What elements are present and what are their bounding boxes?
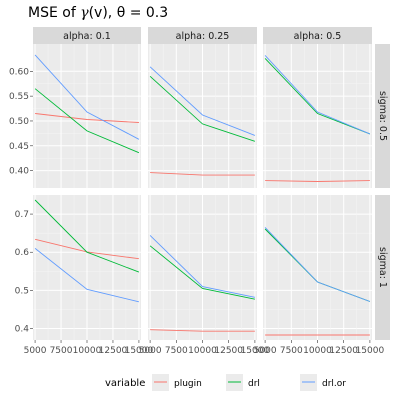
y-tick-label: 0.60: [9, 67, 29, 77]
y-tick-label: 0.5: [15, 286, 29, 296]
y-tick-label: 0.6: [15, 248, 30, 258]
x-tick-label: 12500: [329, 346, 358, 356]
facet-panel: [33, 195, 141, 340]
x-tick-label: 15000: [356, 346, 385, 356]
series-line-drl-or: [34, 54, 140, 140]
facet-panel: [33, 44, 141, 188]
x-tick-label: 7500: [280, 346, 303, 356]
facet-panel: [148, 195, 257, 340]
chart-title: MSE of γ(v), θ = 0.3: [28, 5, 168, 21]
series-line-plugin: [265, 180, 370, 182]
column-strip-label: alpha: 0.25: [176, 31, 230, 42]
x-tick-label: 15000: [125, 346, 154, 356]
series-line-drl-or: [264, 55, 371, 135]
column-strip: [33, 27, 141, 44]
series-line-drl: [34, 199, 140, 273]
y-tick-label: 0.4: [15, 325, 30, 335]
series-line-drl: [34, 88, 140, 154]
series-line-drl: [264, 58, 371, 135]
x-tick-label: 12500: [99, 346, 128, 356]
series-line-drl-or: [149, 66, 256, 136]
column-strip-label: alpha: 0.1: [63, 31, 111, 42]
series-line-plugin: [150, 329, 255, 332]
facet-panel: [263, 44, 372, 188]
y-tick-label: 0.55: [9, 92, 29, 102]
row-strip-label: sigma: 1: [377, 247, 388, 288]
x-tick-label: 5000: [139, 346, 162, 356]
row-strip-label: sigma: 0.5: [377, 91, 388, 141]
x-tick-label: 10000: [73, 346, 102, 356]
title-text: MSE of: [28, 5, 80, 21]
legend-title: variable: [105, 378, 145, 389]
x-tick-label: 7500: [50, 346, 73, 356]
x-tick-label: 15000: [241, 346, 270, 356]
x-tick-label: 10000: [303, 346, 332, 356]
y-tick-label: 0.7: [15, 210, 29, 220]
series-line-drl-or: [264, 227, 371, 302]
column-strip: [263, 27, 372, 44]
legend: variable plugin drl drl.or: [105, 374, 346, 391]
row-strip: [375, 44, 390, 188]
title-gamma: γ: [80, 5, 89, 21]
x-tick-label: 12500: [214, 346, 243, 356]
legend-label: drl.or: [322, 379, 346, 389]
series-line-plugin: [35, 113, 139, 123]
legend-label: drl: [248, 379, 260, 389]
y-tick-label: 0.45: [9, 142, 29, 152]
row-strip: [375, 195, 390, 340]
y-tick-label: 0.40: [9, 167, 29, 177]
series-line-drl: [149, 245, 255, 300]
x-tick-label: 10000: [188, 346, 217, 356]
x-tick-label: 5000: [254, 346, 277, 356]
column-strip-label: alpha: 0.5: [294, 31, 342, 42]
title-rest: (v), θ = 0.3: [89, 5, 169, 21]
facet-panel: [263, 195, 372, 340]
y-tick-label: 0.50: [9, 117, 29, 127]
x-tick-label: 7500: [165, 346, 188, 356]
series-line-drl: [149, 75, 256, 142]
column-strip: [148, 27, 257, 44]
x-tick-label: 5000: [24, 346, 47, 356]
series-line-plugin: [150, 172, 255, 176]
legend-label: plugin: [174, 379, 202, 389]
series-line-drl-or: [34, 248, 140, 303]
facet-panels: alpha: 0.1 alpha: 0.25 alpha: 0.5 sigma: 0.…: [9, 27, 390, 356]
legend-items: plugin drl drl.or: [152, 374, 346, 391]
series-line-drl-or: [149, 235, 255, 298]
facet-panel: [148, 44, 257, 188]
